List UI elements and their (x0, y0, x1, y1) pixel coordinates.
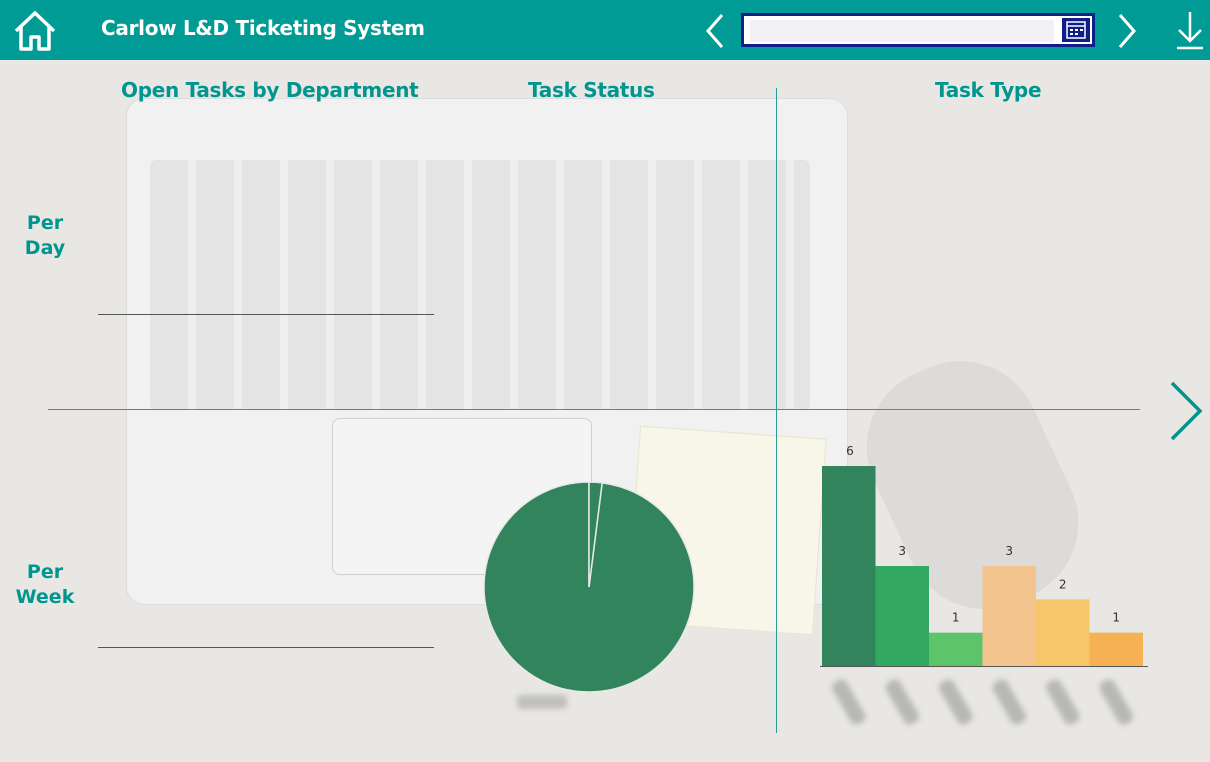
per-week-label: Per Week (0, 560, 90, 610)
home-icon[interactable] (12, 9, 58, 53)
bar[interactable] (982, 566, 1037, 666)
top-bar: Carlow L&D Ticketing System (0, 0, 1210, 60)
per-day-label-line1: Per (26, 212, 64, 234)
task-type-bar-chart: 6 3 1 3 2 1 (820, 444, 1148, 725)
date-picker[interactable] (741, 13, 1095, 47)
pie-legend-label (517, 695, 567, 709)
per-day-label-line2: Day (24, 237, 66, 259)
task-status-pie-chart (483, 481, 695, 709)
next-page-chevron-icon[interactable] (1168, 380, 1204, 442)
pie-slice[interactable] (588, 481, 603, 588)
bar-category-label (832, 679, 866, 725)
download-icon[interactable] (1175, 9, 1205, 51)
background-keyboard (150, 160, 810, 410)
bar-data-label: 2 (1059, 577, 1067, 591)
bar-data-label: 1 (952, 611, 960, 625)
bar-category-label (885, 679, 919, 725)
chevron-left-icon[interactable] (703, 12, 727, 50)
bar[interactable] (1089, 632, 1144, 666)
bar-data-label: 3 (898, 544, 906, 558)
bar[interactable] (929, 632, 983, 666)
per-week-label-line1: Per (26, 561, 64, 583)
task-type-title: Task Type (935, 78, 1042, 102)
bar-category-label (992, 679, 1026, 725)
open-tasks-title: Open Tasks by Department (121, 78, 419, 102)
app-title: Carlow L&D Ticketing System (101, 16, 425, 40)
bar-data-label: 1 (1112, 611, 1120, 625)
date-input[interactable] (750, 20, 1054, 42)
task-status-title: Task Status (528, 78, 655, 102)
bar-category-label (939, 679, 973, 725)
bar-category-label (1046, 679, 1080, 725)
per-day-label: Per Day (0, 211, 90, 261)
per-day-empty-chart-baseline (98, 314, 434, 315)
horizontal-divider (48, 409, 1140, 410)
bar[interactable] (822, 466, 876, 666)
bar-category-label (1099, 679, 1133, 725)
bar-data-label: 6 (846, 444, 854, 458)
bar[interactable] (1036, 599, 1090, 666)
vertical-divider (776, 88, 777, 733)
calendar-icon[interactable] (1062, 18, 1090, 42)
bar[interactable] (875, 566, 930, 666)
bar-data-label: 3 (1005, 544, 1013, 558)
chevron-right-icon[interactable] (1115, 12, 1139, 50)
per-week-label-line2: Week (15, 586, 75, 608)
per-week-empty-chart-baseline (98, 647, 434, 648)
